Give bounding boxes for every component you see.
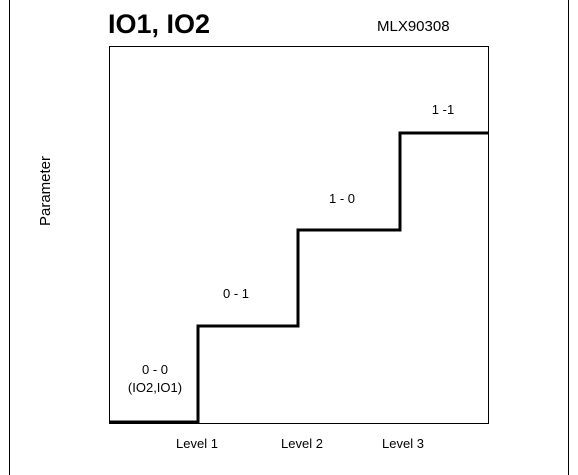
step-label-1-0: 1 - 0 [329,191,355,206]
plot-box [109,46,489,424]
x-level-2: Level 2 [281,436,323,451]
step-label-0-0: 0 - 0 [142,362,168,377]
step-note-io2-io1: (IO2,IO1) [128,380,182,395]
step-label-0-1: 0 - 1 [223,286,249,301]
part-number: MLX90308 [377,18,450,35]
x-level-1: Level 1 [176,436,218,451]
step-label-1-1: 1 -1 [432,102,454,117]
diagram-title: IO1, IO2 [108,9,210,39]
x-level-3: Level 3 [382,436,424,451]
y-axis-label: Parameter [37,156,54,226]
step-line [109,131,488,424]
